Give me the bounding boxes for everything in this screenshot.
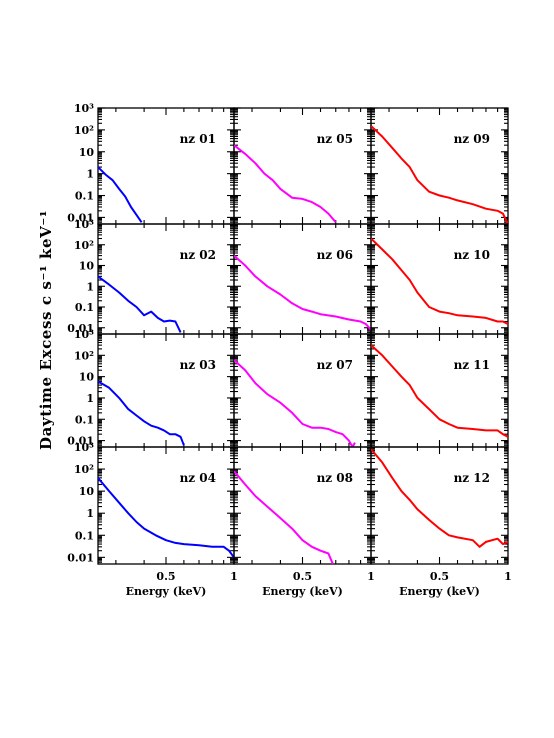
y-tick-label: 10 [79, 371, 95, 384]
panel-frame [370, 446, 509, 565]
y-tick-label: 0.01 [67, 322, 94, 335]
panel-label: nz 04 [180, 471, 216, 485]
panel-frame [233, 223, 372, 335]
panel-frame [233, 107, 372, 225]
panel-nz-06: nz 06 [233, 223, 372, 335]
spectrum-line [98, 380, 185, 446]
y-tick-label: 1 [86, 507, 94, 520]
y-tick-label: 0.01 [67, 435, 94, 448]
panel-label: nz 02 [180, 248, 216, 262]
panel-label: nz 10 [454, 248, 490, 262]
panel-frame [233, 446, 372, 565]
panel-nz-08: 0.5 1 Energy (keV) nz 08 [233, 446, 375, 598]
panel-label: nz 03 [180, 358, 216, 372]
spectrum-line [98, 477, 234, 558]
x-tick-label: 0.5 [156, 570, 175, 583]
spectrum-line [98, 166, 143, 223]
y-tick-label: 10 [79, 485, 95, 498]
panel-frame [370, 107, 509, 225]
x-tick-label: 0.5 [430, 570, 449, 583]
x-tick-label: 1 [367, 570, 375, 583]
y-tick-label: 1 [86, 392, 94, 405]
y-tick-label: 10³ [74, 328, 94, 341]
x-tick-label: 1 [230, 570, 238, 583]
y-tick-label: 1 [86, 168, 94, 181]
panel-nz-10: nz 10 [370, 223, 509, 335]
panel-nz-04: 10³ 10² 10 1 0.1 0.01 0.5 1 Energy (keV) nz 04 [67, 441, 238, 598]
y-tick-label: 0.1 [75, 529, 94, 542]
y-tick-label: 0.1 [75, 413, 94, 426]
panel-frame [97, 107, 235, 225]
panel-label: nz 05 [317, 132, 353, 146]
panel-nz-01: 10³ 10² 10 1 0.1 0.01 nz 01 [67, 102, 235, 225]
x-tick-label: 1 [504, 570, 512, 583]
panel-label: nz 06 [317, 248, 353, 262]
panel-label: nz 07 [317, 358, 353, 372]
spectrum-line [234, 359, 356, 447]
panel-grid: 10³ 10² 10 1 0.1 0.01 nz 01 10³ 10² 10 1 0.1 0.01 nz … [67, 102, 512, 598]
panel-frame [97, 333, 235, 448]
x-axis-label: Energy (keV) [399, 585, 480, 598]
y-tick-label: 0.1 [75, 301, 94, 314]
x-axis-label: Energy (keV) [126, 585, 207, 598]
panel-label: nz 12 [454, 471, 490, 485]
spectrum-line [371, 448, 508, 548]
spectrum-line [234, 470, 334, 564]
y-tick-label: 10³ [74, 102, 94, 115]
x-axis-label: Energy (keV) [262, 585, 343, 598]
y-tick-label: 0.1 [75, 190, 94, 203]
panel-label: nz 11 [454, 358, 490, 372]
panel-frame [97, 223, 235, 335]
spectrum-line [371, 344, 508, 438]
y-tick-label: 0.01 [67, 211, 94, 224]
y-axis-label: Daytime Excess c s⁻¹ keV⁻¹ [37, 210, 55, 450]
spectrum-line [371, 237, 508, 325]
spectrum-line [98, 275, 182, 333]
panel-nz-11: nz 11 [370, 333, 509, 448]
panel-nz-12: 0.5 1 Energy (keV) nz 12 [370, 446, 512, 598]
panel-nz-09: nz 09 [370, 107, 509, 225]
panel-nz-03: 10³ 10² 10 1 0.1 0.01 nz 03 [67, 328, 235, 448]
panel-label: nz 08 [317, 471, 353, 485]
spectrum-line [371, 125, 508, 224]
panel-label: nz 09 [454, 132, 490, 146]
y-tick-label: 10² [74, 124, 94, 137]
y-tick-label: 10 [79, 146, 95, 159]
y-tick-label: 10² [74, 349, 94, 362]
spectrum-line [234, 254, 371, 331]
x-tick-label: 0.5 [293, 570, 312, 583]
spectrum-line [234, 144, 337, 223]
y-tick-label: 0.01 [67, 551, 94, 564]
panel-nz-05: nz 05 [233, 107, 372, 225]
y-tick-label: 10² [74, 239, 94, 252]
panel-frame [233, 333, 372, 448]
panel-nz-02: 10³ 10² 10 1 0.1 0.01 nz 02 [67, 218, 235, 335]
panel-label: nz 01 [180, 132, 216, 146]
y-tick-label: 10 [79, 260, 95, 273]
panel-nz-07: nz 07 [233, 333, 372, 448]
y-tick-label: 10² [74, 463, 94, 476]
y-tick-label: 1 [86, 280, 94, 293]
y-tick-label: 10³ [74, 218, 94, 231]
y-tick-label: 10³ [74, 441, 94, 454]
